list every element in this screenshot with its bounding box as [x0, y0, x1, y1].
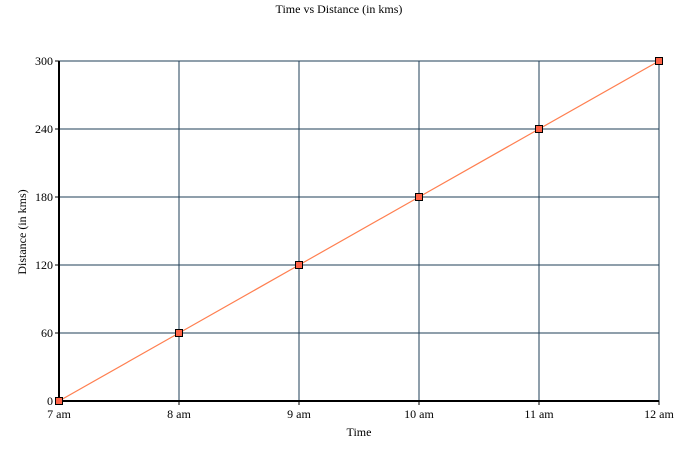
x-tick-label: 9 am [287, 407, 311, 421]
x-tick-label: 11 am [524, 407, 554, 421]
y-tick-label: 300 [35, 54, 53, 68]
series-line [58, 60, 660, 402]
y-tick-label: 0 [47, 394, 53, 408]
data-series [58, 60, 660, 402]
chart-title: Time vs Distance (in kms) [276, 2, 403, 16]
x-tick-label: 10 am [404, 407, 434, 421]
y-tick-labels: 0 60 120 180 240 300 [35, 54, 53, 408]
x-axis-title: Time [347, 425, 372, 439]
y-tick-label: 240 [35, 122, 53, 136]
x-tick-labels: 7 am 8 am 9 am 10 am 11 am 12 am [47, 407, 674, 421]
data-point[interactable] [535, 125, 543, 133]
x-tick-label: 8 am [167, 407, 191, 421]
data-point[interactable] [655, 57, 663, 65]
x-tick-label: 7 am [47, 407, 71, 421]
y-tick-label: 60 [41, 326, 53, 340]
y-axis-title: Distance (in kms) [15, 189, 29, 274]
y-tick-label: 120 [35, 258, 53, 272]
data-point[interactable] [415, 193, 423, 201]
x-tick-label: 12 am [644, 407, 674, 421]
y-tick-label: 180 [35, 190, 53, 204]
data-markers [55, 57, 663, 405]
data-point[interactable] [55, 397, 63, 405]
grid-lines [58, 60, 660, 402]
data-point[interactable] [175, 329, 183, 337]
data-point[interactable] [295, 261, 303, 269]
